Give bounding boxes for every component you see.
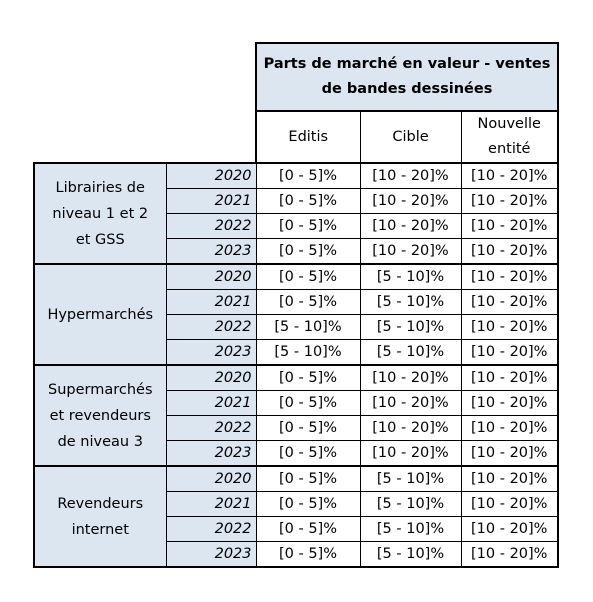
value-cell: [0 - 5]% bbox=[255, 263, 361, 290]
value-cell: [0 - 5]% bbox=[255, 541, 361, 568]
value-cell: [10 - 20]% bbox=[359, 390, 462, 416]
value-cell: [10 - 20]% bbox=[460, 491, 559, 517]
value-cell: [10 - 20]% bbox=[460, 238, 559, 265]
value-cell: [10 - 20]% bbox=[460, 314, 559, 340]
value-cell: [0 - 5]% bbox=[255, 440, 361, 467]
table-row: Supermarchés et revendeurs de niveau 3 20… bbox=[33, 364, 559, 467]
table-row: 2022 [0 - 5]% [10 - 20]% [10 - 20]% bbox=[34, 415, 559, 441]
column-header-nouvelle-entite: Nouvelle entité bbox=[460, 110, 559, 164]
year-cell: 2022 bbox=[165, 314, 257, 340]
row-group-label: Revendeurs internet bbox=[33, 465, 167, 568]
year-cell: 2023 bbox=[165, 238, 257, 265]
value-cell: [10 - 20]% bbox=[460, 541, 559, 568]
value-cell: [0 - 5]% bbox=[255, 415, 361, 441]
year-cell: 2022 bbox=[165, 213, 257, 239]
value-cell: [10 - 20]% bbox=[460, 415, 559, 441]
table-row: Hypermarchés 2020 [0 - 5]% [5 - 10]% [10 - 2… bbox=[33, 263, 559, 366]
year-cell: 2023 bbox=[165, 541, 257, 568]
market-share-table: Parts de marché en valeur - ventes de ba… bbox=[33, 42, 559, 568]
value-cell: [10 - 20]% bbox=[460, 440, 559, 467]
column-header-cible: Cible bbox=[359, 110, 462, 164]
value-cell: [0 - 5]% bbox=[255, 289, 361, 315]
value-cell: [5 - 10]% bbox=[359, 541, 462, 568]
value-cell: [10 - 20]% bbox=[460, 188, 559, 214]
value-cell: [10 - 20]% bbox=[359, 238, 462, 265]
table-row: 2023 [0 - 5]% [5 - 10]% [10 - 20]% bbox=[34, 541, 559, 568]
table-row: 2021 [0 - 5]% [10 - 20]% [10 - 20]% bbox=[34, 188, 559, 214]
value-cell: [10 - 20]% bbox=[359, 364, 462, 391]
table-row: 2022 [0 - 5]% [5 - 10]% [10 - 20]% bbox=[34, 516, 559, 542]
year-cell: 2020 bbox=[165, 465, 257, 492]
table-row: 2023 [0 - 5]% [10 - 20]% [10 - 20]% bbox=[34, 238, 559, 265]
empty-corner-2 bbox=[34, 111, 256, 163]
value-cell: [5 - 10]% bbox=[359, 289, 462, 315]
value-cell: [0 - 5]% bbox=[255, 491, 361, 517]
value-cell: [10 - 20]% bbox=[460, 339, 559, 366]
value-cell: [0 - 5]% bbox=[255, 213, 361, 239]
value-cell: [5 - 10]% bbox=[359, 314, 462, 340]
value-cell: [5 - 10]% bbox=[359, 465, 462, 492]
value-cell: [0 - 5]% bbox=[255, 162, 361, 189]
value-cell: [5 - 10]% bbox=[359, 263, 462, 290]
value-cell: [0 - 5]% bbox=[255, 238, 361, 265]
value-cell: [10 - 20]% bbox=[359, 188, 462, 214]
table-row: 2022 [5 - 10]% [5 - 10]% [10 - 20]% bbox=[34, 314, 559, 340]
value-cell: [10 - 20]% bbox=[460, 390, 559, 416]
year-cell: 2020 bbox=[165, 263, 257, 290]
year-cell: 2023 bbox=[165, 440, 257, 467]
value-cell: [0 - 5]% bbox=[255, 390, 361, 416]
value-cell: [10 - 20]% bbox=[359, 440, 462, 467]
table-row: Librairies de niveau 1 et 2 et GSS 2020 [0… bbox=[33, 162, 559, 265]
row-group-label: Librairies de niveau 1 et 2 et GSS bbox=[33, 162, 167, 265]
value-cell: [10 - 20]% bbox=[460, 364, 559, 391]
row-group-label: Supermarchés et revendeurs de niveau 3 bbox=[33, 364, 167, 467]
table-row: Revendeurs internet 2020 [0 - 5]% [5 - 10]%… bbox=[33, 465, 559, 568]
year-cell: 2020 bbox=[165, 364, 257, 391]
year-cell: 2021 bbox=[165, 289, 257, 315]
value-cell: [10 - 20]% bbox=[359, 415, 462, 441]
empty-corner bbox=[34, 43, 256, 111]
value-cell: [10 - 20]% bbox=[460, 162, 559, 189]
value-cell: [5 - 10]% bbox=[359, 339, 462, 366]
year-cell: 2020 bbox=[165, 162, 257, 189]
value-cell: [5 - 10]% bbox=[359, 516, 462, 542]
row-group-label: Hypermarchés bbox=[33, 263, 167, 366]
value-cell: [5 - 10]% bbox=[359, 491, 462, 517]
table-title: Parts de marché en valeur - ventes de ba… bbox=[255, 42, 559, 112]
value-cell: [0 - 5]% bbox=[255, 465, 361, 492]
column-header-editis: Editis bbox=[255, 110, 361, 164]
table-row: 2022 [0 - 5]% [10 - 20]% [10 - 20]% bbox=[34, 213, 559, 239]
year-cell: 2021 bbox=[165, 188, 257, 214]
value-cell: [10 - 20]% bbox=[359, 213, 462, 239]
year-cell: 2023 bbox=[165, 339, 257, 366]
value-cell: [5 - 10]% bbox=[255, 339, 361, 366]
table-body: Librairies de niveau 1 et 2 et GSS 2020 [0… bbox=[33, 162, 559, 568]
year-cell: 2021 bbox=[165, 390, 257, 416]
year-cell: 2022 bbox=[165, 516, 257, 542]
value-cell: [0 - 5]% bbox=[255, 516, 361, 542]
table-row: 2021 [0 - 5]% [5 - 10]% [10 - 20]% bbox=[34, 491, 559, 517]
table-row: 2023 [5 - 10]% [5 - 10]% [10 - 20]% bbox=[34, 339, 559, 366]
year-cell: 2022 bbox=[165, 415, 257, 441]
value-cell: [10 - 20]% bbox=[460, 263, 559, 290]
value-cell: [5 - 10]% bbox=[255, 314, 361, 340]
value-cell: [10 - 20]% bbox=[460, 289, 559, 315]
value-cell: [10 - 20]% bbox=[460, 213, 559, 239]
value-cell: [10 - 20]% bbox=[460, 516, 559, 542]
value-cell: [0 - 5]% bbox=[255, 364, 361, 391]
value-cell: [10 - 20]% bbox=[359, 162, 462, 189]
year-cell: 2021 bbox=[165, 491, 257, 517]
value-cell: [0 - 5]% bbox=[255, 188, 361, 214]
value-cell: [10 - 20]% bbox=[460, 465, 559, 492]
table-row: 2021 [0 - 5]% [5 - 10]% [10 - 20]% bbox=[34, 289, 559, 315]
